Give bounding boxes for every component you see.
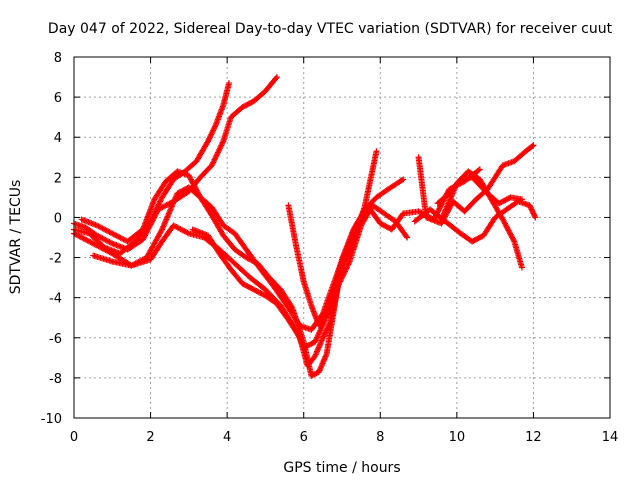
data-point xyxy=(141,233,148,240)
data-point xyxy=(207,132,214,139)
data-point xyxy=(296,333,303,340)
data-point xyxy=(184,229,191,236)
data-point xyxy=(210,127,217,134)
data-point xyxy=(321,330,328,337)
data-point xyxy=(324,325,331,332)
y-tick-label: 4 xyxy=(54,131,62,146)
data-point xyxy=(326,321,333,328)
data-point xyxy=(398,177,405,184)
data-point xyxy=(273,74,280,81)
data-point xyxy=(510,237,517,244)
data-point xyxy=(319,334,326,341)
data-points xyxy=(71,74,539,379)
y-tick-label: 0 xyxy=(54,211,62,226)
data-point xyxy=(139,236,146,243)
data-point xyxy=(206,135,213,142)
data-point xyxy=(531,213,538,220)
y-tick-label: -2 xyxy=(49,252,62,267)
data-point xyxy=(210,126,217,133)
data-point xyxy=(272,75,279,82)
data-point xyxy=(140,235,147,242)
data-point xyxy=(323,326,330,333)
data-point xyxy=(211,124,218,131)
data-point xyxy=(476,166,483,173)
data-point xyxy=(323,328,330,335)
data-point xyxy=(527,203,534,210)
data-point xyxy=(530,142,537,149)
data-point xyxy=(288,303,295,310)
data-point xyxy=(320,333,327,340)
plot-frame xyxy=(73,56,611,419)
y-tick-label: -8 xyxy=(49,372,62,387)
data-point xyxy=(529,143,536,150)
data-point xyxy=(205,138,211,145)
data-point xyxy=(518,264,525,271)
x-tick-label: 14 xyxy=(602,430,619,445)
x-tick-label: 6 xyxy=(300,430,308,445)
data-point xyxy=(325,322,332,329)
data-point xyxy=(226,80,233,87)
x-tick-label: 10 xyxy=(449,430,466,445)
y-tick-label: 2 xyxy=(54,171,62,186)
data-point xyxy=(321,332,328,339)
y-tick-label: -6 xyxy=(49,332,62,347)
x-tick-label: 2 xyxy=(146,430,154,445)
data-point xyxy=(437,204,444,211)
data-point xyxy=(527,205,534,212)
data-point xyxy=(475,167,482,174)
y-tick-label: -10 xyxy=(41,412,62,427)
data-point xyxy=(205,136,212,143)
data-point xyxy=(324,324,331,331)
x-tick-label: 0 xyxy=(70,430,78,445)
data-point xyxy=(403,233,410,240)
data-point xyxy=(206,134,213,141)
data-point xyxy=(208,130,215,137)
y-axis-label: SDTVAR / TECUs xyxy=(8,180,24,295)
data-point xyxy=(209,128,216,135)
grid xyxy=(74,57,610,418)
tick-labels: 0 2 4 6 8 10 12 14 -10 -8 -6 -4 -2 0 2 4 6 8 xyxy=(41,51,619,445)
data-point xyxy=(529,207,536,214)
data-point xyxy=(531,211,538,218)
y-tick-label: 8 xyxy=(54,51,62,66)
data-point xyxy=(529,209,536,216)
data-point xyxy=(530,210,537,217)
x-axis-label: GPS time / hours xyxy=(283,460,400,476)
data-point xyxy=(528,206,535,213)
chart-title: Day 047 of 2022, Sidereal Day-to-day VTE… xyxy=(48,21,613,37)
data-point xyxy=(373,148,380,155)
data-point xyxy=(326,320,333,327)
data-point xyxy=(322,329,329,336)
y-tick-label: -4 xyxy=(49,292,62,307)
x-tick-label: 4 xyxy=(223,430,231,445)
y-tick-label: 6 xyxy=(54,91,62,106)
data-point xyxy=(532,214,539,221)
data-point xyxy=(435,206,442,213)
data-point xyxy=(212,123,219,130)
data-point xyxy=(208,131,215,138)
data-point xyxy=(400,176,407,183)
data-point xyxy=(526,202,533,209)
data-point xyxy=(437,202,444,209)
data-point xyxy=(404,234,411,241)
x-tick-label: 12 xyxy=(525,430,542,445)
data-point xyxy=(518,196,525,203)
data-point xyxy=(339,258,345,265)
data-point xyxy=(107,239,114,246)
x-tick-label: 8 xyxy=(376,430,384,445)
data-point xyxy=(436,205,443,212)
data-point xyxy=(322,312,329,319)
